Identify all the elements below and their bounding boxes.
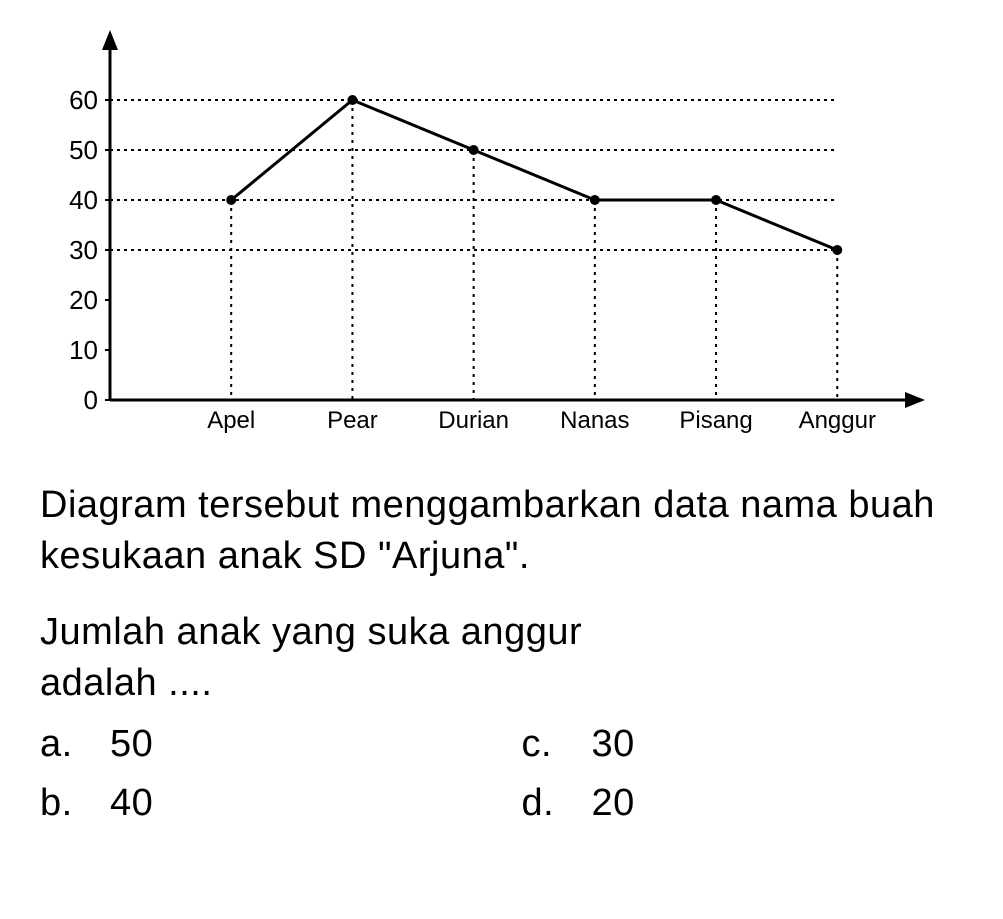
x-category-label: Durian bbox=[438, 407, 509, 434]
option-value: 30 bbox=[592, 719, 635, 770]
x-category-label: Apel bbox=[207, 407, 255, 434]
question-prompt: Jumlah anak yang suka anggur adalah .... bbox=[40, 607, 963, 710]
option-b: b. 40 bbox=[40, 778, 482, 829]
x-category-label: Anggur bbox=[799, 407, 876, 434]
question-prompt-line2: adalah .... bbox=[40, 662, 212, 704]
option-c: c. 30 bbox=[522, 719, 964, 770]
option-letter: a. bbox=[40, 719, 90, 770]
question-block: Diagram tersebut menggambarkan data nama… bbox=[40, 480, 963, 830]
y-tick-label: 40 bbox=[69, 185, 98, 215]
question-prompt-line1: Jumlah anak yang suka anggur bbox=[40, 611, 582, 653]
option-value: 50 bbox=[110, 719, 153, 770]
option-letter: c. bbox=[522, 719, 572, 770]
option-value: 40 bbox=[110, 778, 153, 829]
option-a: a. 50 bbox=[40, 719, 482, 770]
x-category-label: Nanas bbox=[560, 407, 629, 434]
option-letter: b. bbox=[40, 778, 90, 829]
option-value: 20 bbox=[592, 778, 635, 829]
answer-options: a. 50 c. 30 b. 40 d. 20 bbox=[40, 719, 963, 830]
line-chart: 0 10 20 30 40 50 60 Apel Pear Durian Nanas Pisang An… bbox=[40, 30, 940, 450]
chart-container: 0 10 20 30 40 50 60 Apel Pear Durian Nanas Pisang An… bbox=[40, 30, 940, 450]
y-tick-label: 20 bbox=[69, 285, 98, 315]
x-category-label: Pear bbox=[327, 407, 378, 434]
question-description: Diagram tersebut menggambarkan data nama… bbox=[40, 480, 963, 583]
y-tick-label: 30 bbox=[69, 235, 98, 265]
y-tick-label: 50 bbox=[69, 135, 98, 165]
y-tick-label: 10 bbox=[69, 335, 98, 365]
x-category-label: Pisang bbox=[679, 407, 752, 434]
option-d: d. 20 bbox=[522, 778, 964, 829]
option-letter: d. bbox=[522, 778, 572, 829]
y-tick-label: 60 bbox=[69, 85, 98, 115]
y-tick-label: 0 bbox=[84, 385, 98, 415]
